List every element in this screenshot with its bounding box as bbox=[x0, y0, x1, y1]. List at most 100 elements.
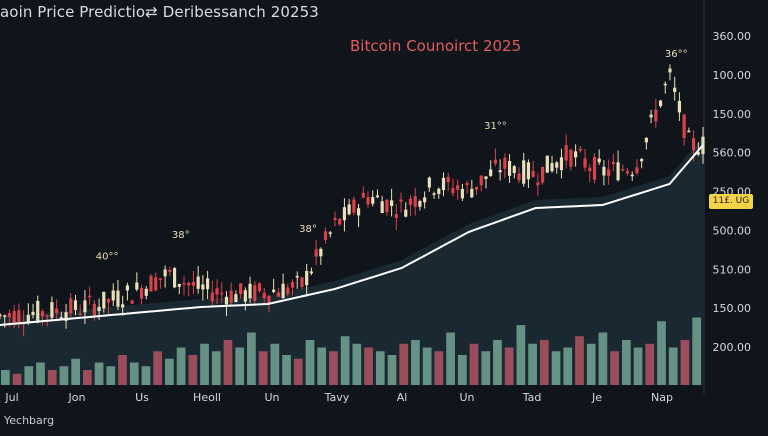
candle-body bbox=[0, 314, 2, 317]
volume-bar bbox=[364, 347, 373, 385]
candle-body bbox=[578, 148, 582, 151]
candle-body bbox=[682, 114, 686, 139]
candle-body bbox=[356, 208, 361, 216]
volume-bar bbox=[469, 343, 479, 385]
volume-bar bbox=[340, 336, 350, 385]
volume-bar bbox=[129, 362, 139, 385]
candle-body bbox=[201, 284, 205, 290]
volume-bar bbox=[258, 351, 268, 385]
candle-body bbox=[191, 281, 196, 286]
candle-body bbox=[517, 173, 521, 181]
volume-bar bbox=[598, 332, 608, 385]
candle-body bbox=[366, 197, 370, 205]
candle-body bbox=[239, 283, 243, 295]
candle-body bbox=[390, 200, 394, 206]
y-tick-label: 200.00 bbox=[713, 341, 752, 354]
y-tick-label: 100.00 bbox=[713, 69, 752, 82]
candle-body bbox=[479, 175, 483, 186]
candle-body bbox=[267, 295, 271, 304]
candle-body bbox=[663, 83, 667, 86]
candle-body bbox=[168, 269, 172, 272]
candle-body bbox=[73, 300, 78, 310]
candle-body bbox=[597, 158, 601, 163]
volume-bar bbox=[71, 358, 81, 385]
candle-body bbox=[630, 174, 634, 177]
annotation-label: 31°° bbox=[484, 121, 507, 132]
x-tick-label: Us bbox=[135, 391, 149, 404]
candle-body bbox=[234, 294, 238, 303]
candle-body bbox=[295, 275, 299, 278]
volume-bar bbox=[200, 343, 209, 385]
candle-body bbox=[83, 300, 87, 313]
candle-body bbox=[40, 311, 45, 317]
volume-bar bbox=[188, 355, 198, 385]
volume-bar bbox=[153, 351, 163, 385]
candle-body bbox=[696, 151, 700, 155]
volume-bar bbox=[692, 317, 701, 385]
volume-bar bbox=[563, 347, 573, 385]
volume-bar bbox=[293, 358, 303, 385]
candle-body bbox=[625, 170, 630, 174]
x-tick-label: Heoll bbox=[193, 391, 221, 404]
candle-body bbox=[116, 290, 120, 307]
candle-body bbox=[224, 296, 229, 305]
candle-body bbox=[673, 87, 677, 92]
candle-body bbox=[328, 232, 332, 234]
candle-body bbox=[474, 186, 479, 190]
y-tick-label: 150.00 bbox=[713, 302, 752, 315]
candle-body bbox=[668, 68, 672, 73]
candle-body bbox=[635, 167, 639, 174]
candle-body bbox=[163, 269, 167, 277]
candle-body bbox=[644, 137, 648, 143]
candle-body bbox=[470, 188, 474, 198]
current-price-badge: 11£. UG bbox=[709, 194, 753, 209]
volume-bar bbox=[36, 362, 45, 385]
candle-body bbox=[574, 151, 578, 158]
candle-body bbox=[144, 288, 148, 296]
candle-body bbox=[404, 209, 408, 217]
candle-body bbox=[371, 197, 375, 204]
x-tick-label: Jul bbox=[4, 391, 18, 404]
y-tick-label: 360.00 bbox=[713, 30, 752, 43]
candle-body bbox=[611, 162, 615, 165]
candle-body bbox=[182, 282, 186, 285]
candle-body bbox=[139, 288, 144, 299]
candle-body bbox=[489, 169, 493, 176]
volume-bar bbox=[575, 336, 584, 385]
volume-bar bbox=[24, 366, 34, 385]
volume-bar bbox=[106, 366, 116, 385]
candle-body bbox=[465, 182, 469, 186]
candle-body bbox=[314, 249, 318, 257]
volume-bar bbox=[633, 347, 643, 385]
candle-body bbox=[583, 158, 587, 168]
candle-body bbox=[97, 306, 101, 312]
volume-bar bbox=[223, 340, 233, 385]
chart-title: Bitcoin Counoirct 2025 bbox=[350, 37, 522, 55]
volume-bar bbox=[118, 355, 127, 385]
trend-line bbox=[0, 144, 704, 326]
candle-body bbox=[17, 310, 21, 323]
candle-body bbox=[540, 166, 545, 183]
candle-body bbox=[564, 145, 568, 161]
x-tick-label: Un bbox=[459, 391, 474, 404]
y-tick-label: 560.00 bbox=[713, 147, 752, 160]
volume-bar bbox=[457, 355, 467, 385]
candle-body bbox=[380, 201, 384, 213]
candle-body bbox=[385, 199, 389, 213]
annotation-label: 38° bbox=[172, 230, 190, 241]
candle-body bbox=[498, 170, 502, 173]
candle-body bbox=[545, 155, 549, 173]
volume-bar bbox=[270, 343, 280, 385]
candle-body bbox=[413, 196, 417, 207]
y-tick-label: 500.00 bbox=[713, 224, 752, 237]
candle-body bbox=[257, 283, 262, 292]
candle-body bbox=[319, 248, 323, 257]
candle-body bbox=[451, 188, 455, 194]
x-tick-label: Nap bbox=[651, 391, 673, 404]
candle-body bbox=[243, 290, 247, 302]
candle-body bbox=[215, 288, 219, 295]
x-tick-label: Jon bbox=[68, 391, 86, 404]
candle-body bbox=[333, 217, 337, 220]
